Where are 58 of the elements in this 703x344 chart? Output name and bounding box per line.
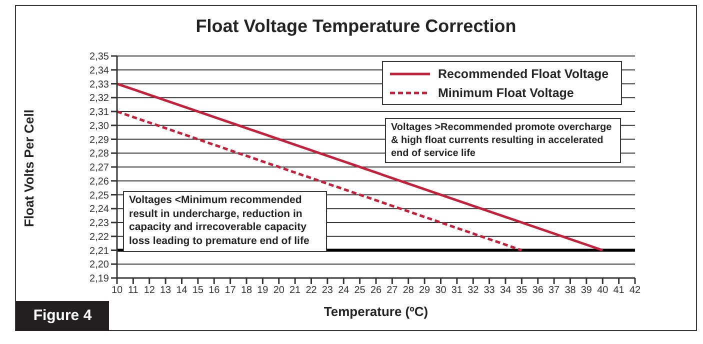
y-tick-label: 2,27 <box>90 162 110 174</box>
x-tick-label: 24 <box>338 285 350 296</box>
x-tick-label: 16 <box>208 285 220 296</box>
y-tick-label: 2,19 <box>90 274 110 285</box>
x-tick-label: 37 <box>548 285 560 296</box>
x-tick-label: 27 <box>386 285 398 296</box>
y-tick-label: 2,26 <box>90 176 110 188</box>
x-axis-title: Temperature (ºC) <box>324 304 428 319</box>
y-tick-label: 2,29 <box>90 134 110 146</box>
y-tick-label: 2,25 <box>90 190 110 202</box>
y-tick-label: 2,22 <box>90 232 110 243</box>
x-tick-label: 32 <box>468 285 480 296</box>
x-tick-label: 36 <box>532 285 544 296</box>
y-tick-label: 2,31 <box>90 107 110 118</box>
x-tick-label: 30 <box>435 285 447 296</box>
x-tick-label: 22 <box>306 285 318 296</box>
y-tick-label: 2,20 <box>90 260 110 271</box>
y-tick-label: 2,34 <box>90 65 110 76</box>
y-tick-label: 2,21 <box>90 246 110 257</box>
x-tick-label: 17 <box>224 285 236 296</box>
x-tick-label: 34 <box>500 285 512 296</box>
y-tick-label: 2,35 <box>90 52 110 63</box>
caption: Figure 4 <box>16 301 109 331</box>
x-tick-label: 19 <box>257 285 269 296</box>
annotation: Voltages >Recommended promote overcharge & high float currents resulting in accelerated end of service life <box>385 118 621 163</box>
x-tick-label: 35 <box>516 285 528 296</box>
x-tick-label: 40 <box>597 285 609 296</box>
x-tick-label: 38 <box>564 285 576 296</box>
y-tick-label: 2,30 <box>90 120 110 132</box>
y-tick-label: 2,28 <box>90 148 110 160</box>
x-tick-label: 14 <box>176 285 188 296</box>
x-tick-label: 10 <box>111 285 123 296</box>
x-tick-label: 31 <box>451 285 463 296</box>
x-tick-label: 21 <box>290 285 302 296</box>
x-tick-label: 15 <box>192 285 204 296</box>
y-axis-title: Float Volts Per Cell <box>22 109 37 227</box>
x-tick-label: 29 <box>419 285 431 296</box>
legend-label: Recommended Float Voltage <box>438 66 609 80</box>
legend-label: Minimum Float Voltage <box>438 86 574 100</box>
x-tick-label: 39 <box>580 285 592 296</box>
x-tick-label: 26 <box>370 285 382 296</box>
x-tick-label: 20 <box>273 285 285 296</box>
y-tick-label: 2,32 <box>90 93 110 104</box>
chart-title: Float Voltage Temperature Correction <box>194 16 518 37</box>
x-tick-label: 18 <box>240 285 252 296</box>
y-tick-label: 2,33 <box>90 79 110 90</box>
y-tick-label: 2,23 <box>90 218 110 230</box>
x-tick-label: 33 <box>484 285 496 296</box>
annotation: Voltages <Minimum recommended result in undercharge, reduction in capacity and irrecoverable capacity loss leading to premature end of life <box>123 191 327 252</box>
y-tick-label: 2,24 <box>90 204 110 216</box>
x-tick-label: 41 <box>613 285 625 296</box>
x-tick-label: 12 <box>144 285 156 296</box>
x-tick-label: 28 <box>402 285 414 296</box>
x-tick-label: 23 <box>322 285 334 296</box>
x-tick-label: 11 <box>128 285 139 296</box>
x-tick-label: 25 <box>354 285 366 296</box>
x-tick-label: 42 <box>629 285 641 296</box>
x-tick-label: 13 <box>160 285 172 296</box>
